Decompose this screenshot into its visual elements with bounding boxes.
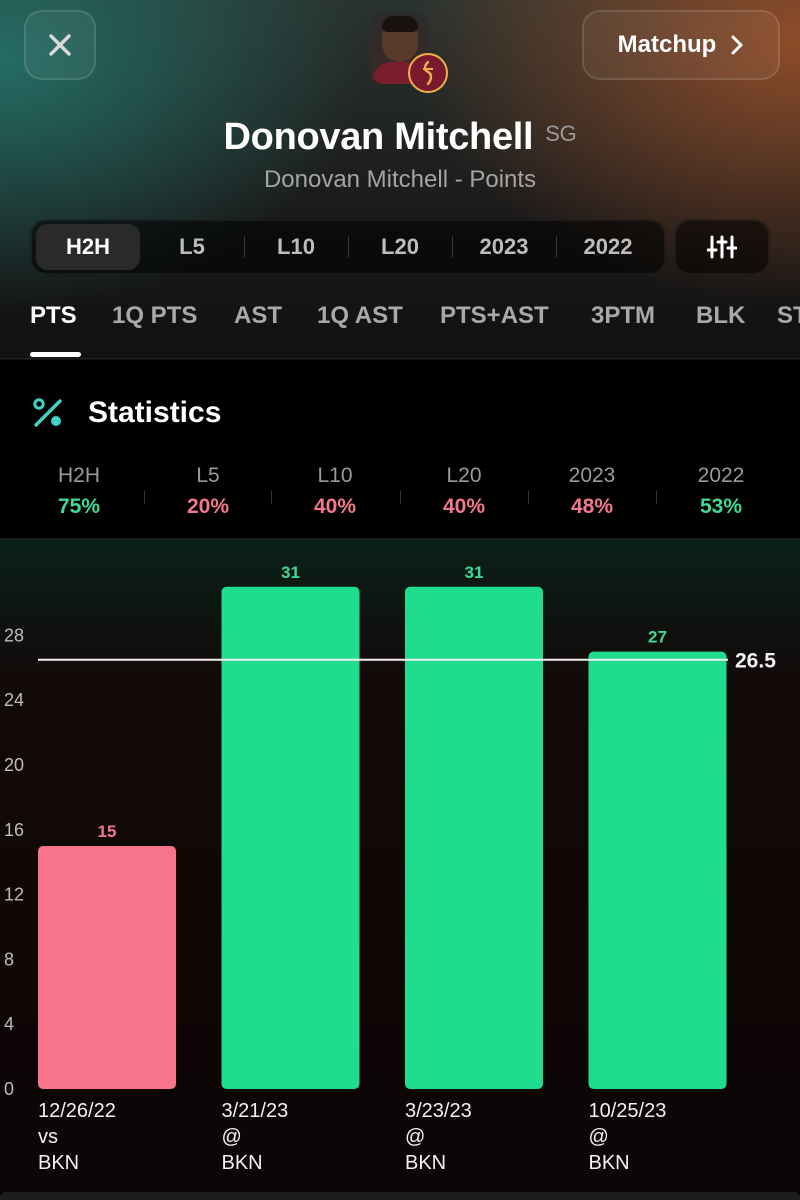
x-tick-label: BKN [222,1152,263,1174]
hit-rate-l5: L5 20% [148,464,268,519]
filter-button[interactable] [674,219,770,275]
active-tab-indicator [30,352,81,357]
bar [588,651,727,1089]
sliders-icon [707,235,737,259]
tab-2023[interactable]: 2023 [452,224,556,270]
bar-value-label: 15 [98,822,117,841]
hit-rate-label: L5 [196,464,220,487]
x-tick-label: 3/23/23 [405,1100,472,1122]
x-tick-label: @ [589,1126,609,1148]
close-icon [49,34,71,56]
hit-rate-2023: 2023 48% [532,464,652,519]
hit-rate-label: L10 [317,464,353,487]
hit-rate-l20: L20 40% [404,464,524,519]
stat-tab-pts-ast[interactable]: PTS+AST [440,302,549,329]
y-tick-label: 12 [4,885,24,905]
chevron-right-icon [731,35,743,55]
team-logo [408,53,448,93]
x-tick-label: BKN [589,1152,630,1174]
hit-rate-label: 2022 [697,464,745,487]
y-tick-label: 16 [4,820,24,840]
stat-tab-1q-pts[interactable]: 1Q PTS [112,302,198,329]
tab-h2h[interactable]: H2H [36,224,140,270]
x-tick-label: BKN [38,1152,79,1174]
y-tick-label: 20 [4,755,24,775]
bottom-sheet-edge [0,1192,800,1200]
player-name: Donovan Mitchell SG [0,116,800,159]
hit-rate-label: 2023 [568,464,616,487]
matchup-label: Matchup [617,31,717,58]
statistics-header: Statistics [32,396,221,430]
bar [221,586,360,1089]
stat-tab-1q-ast[interactable]: 1Q AST [317,302,403,329]
statistics-title: Statistics [88,396,222,429]
player-avatar [370,12,428,84]
x-tick-label: BKN [405,1152,446,1174]
market-subtitle: Donovan Mitchell - Points [263,166,537,193]
percent-icon [33,398,62,427]
hit-rate-h2h: H2H 75% [19,464,139,519]
divider [0,358,800,359]
stat-tab-3ptm[interactable]: 3PTM [591,302,656,329]
close-button[interactable] [24,10,96,80]
bar-value-label: 31 [465,563,484,582]
bar [405,586,543,1089]
hit-rate-value: 53% [699,495,743,518]
x-tick-label: 10/25/23 [589,1100,667,1122]
tab-l10[interactable]: L10 [244,224,348,270]
hit-rate-label: L20 [446,464,482,487]
stat-tab-ast[interactable]: AST [234,302,282,329]
hit-rate-l10: L10 40% [275,464,395,519]
stat-tabs: PTS 1Q PTS AST 1Q AST PTS+AST 3PTM BLK S… [0,296,800,358]
bar-value-label: 31 [281,563,300,582]
stat-tab-blk[interactable]: BLK [696,302,746,329]
tab-2022[interactable]: 2022 [556,224,660,270]
y-tick-label: 8 [4,949,14,969]
tab-l20[interactable]: L20 [348,224,452,270]
bar [38,846,176,1089]
x-tick-label: vs [38,1126,58,1148]
hit-rate-value: 40% [313,495,357,518]
player-name-text: Donovan Mitchell [223,116,534,158]
range-tabs: H2H L5 L10 L20 2023 2022 [30,219,666,275]
hit-rate-label: H2H [57,464,100,487]
y-tick-label: 28 [4,625,24,645]
hit-rate-value: 20% [186,495,230,518]
player-position: SG [545,121,577,146]
y-tick-label: 4 [4,1014,14,1034]
y-tick-label: 0 [4,1079,14,1099]
points-bar-chart: 0 4 8 12 16 20 24 28 15 12/26/22 vs BKN 31 3/21/23 @ BK… [4,563,776,1174]
y-tick-label: 24 [4,690,24,710]
hit-rate-value: 48% [570,495,614,518]
stat-tab-stl[interactable]: ST [777,302,800,329]
hit-rate-row: H2H 75% L5 20% L10 40% L20 40% 2023 48% … [0,464,800,524]
x-tick-label: @ [405,1126,425,1148]
x-tick-label: 3/21/23 [222,1100,289,1122]
stat-tab-pts[interactable]: PTS [30,302,77,329]
x-tick-label: @ [222,1126,242,1148]
bar-value-label: 27 [648,628,667,647]
tab-l5[interactable]: L5 [179,234,205,259]
x-tick-label: 12/26/22 [38,1100,116,1122]
hit-rate-value: 75% [57,495,101,518]
prop-line-label: 26.5 [735,650,776,673]
hit-rate-value: 40% [442,495,486,518]
hit-rate-2022: 2022 53% [661,464,781,519]
matchup-button[interactable]: Matchup [582,10,780,80]
